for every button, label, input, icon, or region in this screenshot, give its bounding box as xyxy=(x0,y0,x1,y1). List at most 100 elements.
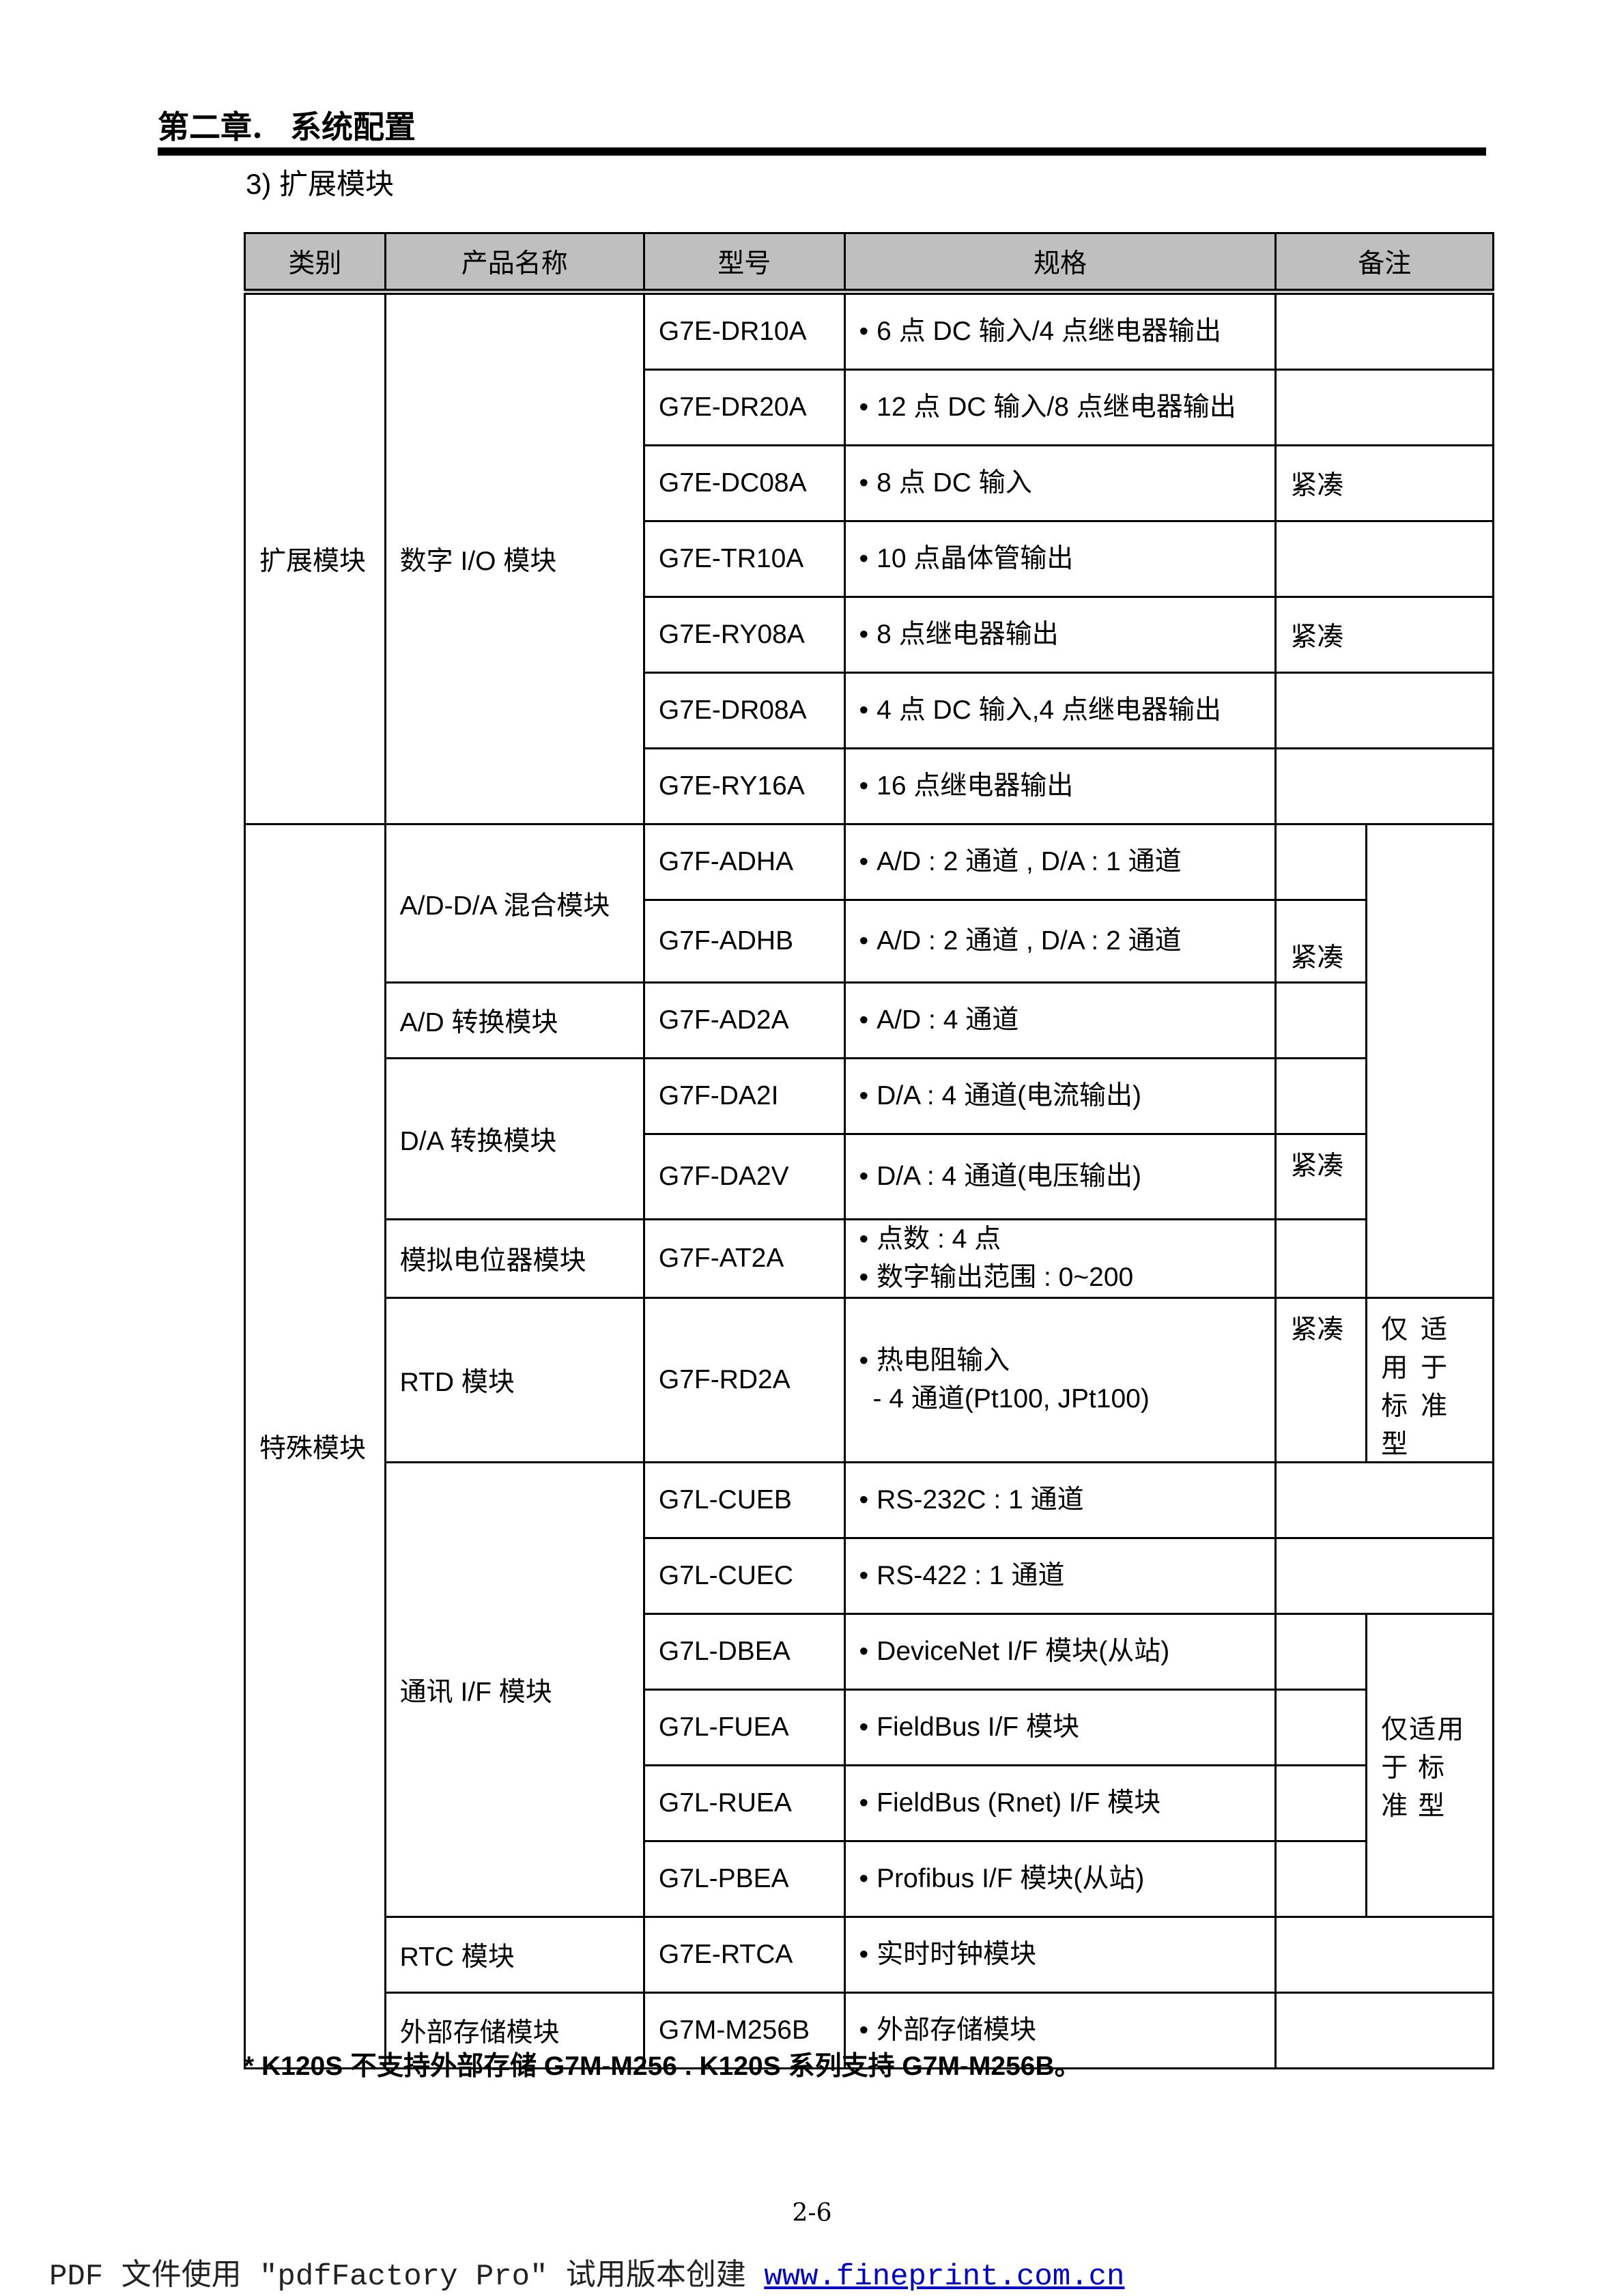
model-cell: G7E-TR10A xyxy=(642,520,846,598)
col-model: 型号 xyxy=(642,232,846,295)
spec-text: - 4 通道(Pt100, JPt100) xyxy=(872,1384,1150,1414)
table-row: G7E-DC08A • 8 点 DC 输入 紧凑 xyxy=(245,444,1494,522)
spec-cell: • Profibus I/F 模块(从站) xyxy=(843,1840,1277,1918)
watermark-link[interactable]: www.fineprint.com.cn xyxy=(764,2260,1125,2294)
model-cell: G7E-DC08A xyxy=(642,444,846,522)
remark-text: 紧凑 xyxy=(1290,622,1344,652)
spec-text: DeviceNet I/F 模块(从站) xyxy=(877,1637,1170,1666)
spec-cell: • DeviceNet I/F 模块(从站) xyxy=(843,1613,1277,1691)
model-text: G7F-DA2I xyxy=(658,1081,779,1110)
bullet: • xyxy=(859,468,869,498)
bullet: • xyxy=(859,1005,869,1035)
model-cell: G7F-RD2A xyxy=(642,1297,846,1463)
model-text: G7M-M256B xyxy=(658,2015,810,2045)
model-cell: G7E-DR10A xyxy=(642,291,846,371)
product-cell: 数字 I/O 模块 xyxy=(384,291,645,825)
bullet: • xyxy=(859,392,869,422)
bullet: • xyxy=(859,771,869,801)
table-row: G7L-PBEA • Profibus I/F 模块(从站) xyxy=(245,1840,1494,1918)
model-text: G7F-AD2A xyxy=(658,1005,789,1035)
model-text: G7E-DR20A xyxy=(658,392,807,422)
table-row: G7E-RY08A • 8 点继电器输出 紧凑 xyxy=(245,596,1494,674)
model-text: G7E-DR10A xyxy=(658,317,807,346)
remark-cell: 紧凑 xyxy=(1274,444,1494,522)
spec-text: 热电阻输入 xyxy=(877,1346,1010,1375)
spec-text: 4 点 DC 输入,4 点继电器输出 xyxy=(877,695,1222,725)
table-row: RTD 模块 G7F-RD2A • 热电阻输入 - 4 通道(Pt100, JPt100… xyxy=(245,1297,1494,1463)
spec-cell: • A/D : 4 通道 xyxy=(843,981,1277,1059)
remark-cell: 紧凑 xyxy=(1274,899,1368,984)
col-spec: 规格 xyxy=(843,232,1277,295)
spec-text: 外部存储模块 xyxy=(877,2015,1037,2045)
spec-cell: • 16 点继电器输出 xyxy=(843,747,1277,825)
bullet: • xyxy=(859,1712,869,1742)
model-text: G7E-RY16A xyxy=(658,771,805,801)
product-text: RTC 模块 xyxy=(399,1942,515,1972)
product-cell: D/A 转换模块 xyxy=(384,1057,645,1220)
table-row: G7L-RUEA • FieldBus (Rnet) I/F 模块 xyxy=(245,1764,1494,1842)
product-cell: A/D 转换模块 xyxy=(384,981,645,1059)
remark-sub-cell: 仅 适 用 于 标 准 型 xyxy=(1365,1297,1494,1463)
chapter-title: 系统配置 xyxy=(290,109,416,145)
model-cell: G7F-ADHB xyxy=(642,899,846,984)
model-text: G7F-DA2V xyxy=(658,1162,789,1191)
product-cell: 外部存储模块 xyxy=(384,1992,645,2069)
remark-cell xyxy=(1274,1992,1494,2069)
remark-sub-cell xyxy=(1365,823,1494,1299)
spec-text: A/D : 2 通道 , D/A : 2 通道 xyxy=(877,926,1182,956)
product-text: A/D-D/A 混合模块 xyxy=(399,891,610,921)
table-row: G7E-DR20A • 12 点 DC 输入/8 点继电器输出 xyxy=(245,369,1494,446)
remark-cell: 紧凑 xyxy=(1274,596,1494,674)
product-cell: RTC 模块 xyxy=(384,1916,645,1994)
model-cell: G7E-RTCA xyxy=(642,1916,846,1994)
spec-cell: • 实时时钟模块 xyxy=(843,1916,1277,1994)
model-text: G7L-PBEA xyxy=(658,1864,789,1893)
model-cell: G7F-ADHA xyxy=(642,823,846,901)
product-cell: 通讯 I/F 模块 xyxy=(384,1461,645,1918)
model-cell: G7F-AD2A xyxy=(642,981,846,1059)
spec-text: 16 点继电器输出 xyxy=(877,771,1074,801)
spec-text: D/A : 4 通道(电压输出) xyxy=(877,1162,1142,1191)
page-number: 2-6 xyxy=(792,2199,832,2227)
col-remark: 备注 xyxy=(1274,232,1494,295)
bullet: • xyxy=(859,1637,869,1666)
remark-cell xyxy=(1274,291,1494,371)
spec-cell: • D/A : 4 通道(电压输出) xyxy=(843,1133,1277,1220)
table-row: A/D 转换模块 G7F-AD2A • A/D : 4 通道 xyxy=(245,981,1494,1059)
spec-text: FieldBus (Rnet) I/F 模块 xyxy=(877,1788,1161,1818)
product-text: A/D 转换模块 xyxy=(399,1008,558,1037)
spec-text: 8 点 DC 输入 xyxy=(877,468,1032,498)
spec-text: 数字输出范围 : 0~200 xyxy=(877,1263,1134,1292)
table-row: 模拟电位器模块 G7F-AT2A • 点数 : 4 点 • 数字输出范围 : 0~200 xyxy=(245,1218,1494,1299)
remark-cell xyxy=(1274,1613,1368,1691)
heading-rule xyxy=(158,147,1486,156)
model-cell: G7L-DBEA xyxy=(642,1613,846,1691)
expansion-module-table: 类别 产品名称 型号 规格 备注 扩展模块 数字 I/O 模块 G7E-DR10A •… xyxy=(244,232,1494,2069)
spec-text: 点数 : 4 点 xyxy=(877,1224,1001,1254)
model-cell: G7E-RY16A xyxy=(642,747,846,825)
product-text: D/A 转换模块 xyxy=(399,1126,557,1156)
table-row: D/A 转换模块 G7F-DA2I • D/A : 4 通道(电流输出) xyxy=(245,1057,1494,1220)
table-row: G7F-DA2V • D/A : 4 通道(电压输出) 紧凑 xyxy=(245,1133,1494,1220)
product-text: 模拟电位器模块 xyxy=(399,1246,586,1276)
model-text: G7L-DBEA xyxy=(658,1637,790,1666)
pdf-watermark: PDF 文件使用 "pdfFactory Pro" 试用版本创建 www.fin… xyxy=(49,2250,1124,2294)
bullet: • xyxy=(859,317,869,346)
spec-text: Profibus I/F 模块(从站) xyxy=(877,1864,1145,1893)
col-product-name: 产品名称 xyxy=(384,232,645,295)
bullet: • xyxy=(859,926,869,956)
table-row: G7E-TR10A • 10 点晶体管输出 xyxy=(245,520,1494,598)
remark-cell xyxy=(1274,1218,1368,1299)
model-text: G7E-TR10A xyxy=(658,544,804,573)
bullet: • xyxy=(859,1864,869,1893)
spec-text: RS-232C : 1 通道 xyxy=(877,1485,1084,1515)
model-cell: G7E-DR20A xyxy=(642,369,846,446)
remark-cell xyxy=(1274,1689,1368,1766)
remark-cell xyxy=(1274,1840,1368,1918)
spec-cell: • 点数 : 4 点 • 数字输出范围 : 0~200 xyxy=(843,1218,1277,1299)
remark-cell xyxy=(1274,1461,1494,1539)
product-cell: 模拟电位器模块 xyxy=(384,1218,645,1299)
table-row: RTC 模块 G7E-RTCA • 实时时钟模块 xyxy=(245,1916,1494,1994)
spec-cell: • 外部存储模块 xyxy=(843,1992,1277,2069)
remark-sub-cell: 仅适用于 标 准 型 xyxy=(1365,1613,1494,1918)
